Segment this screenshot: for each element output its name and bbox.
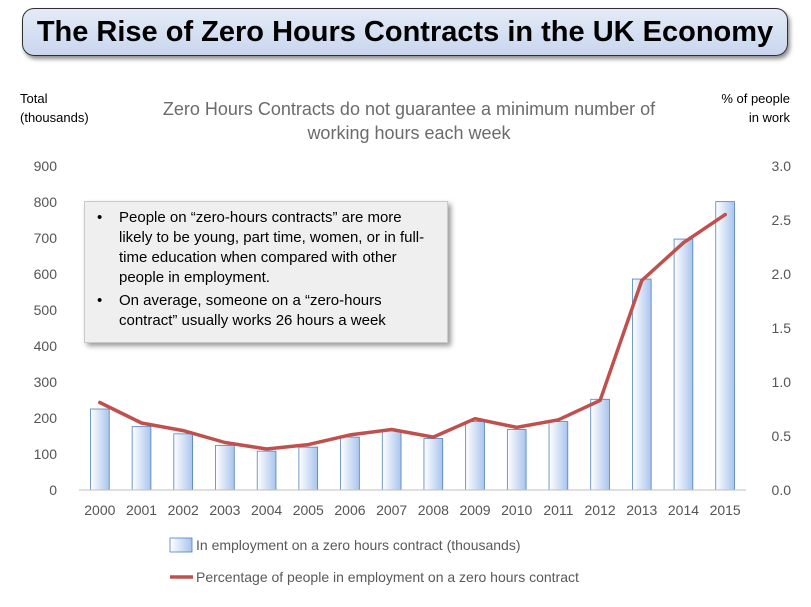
y-axis-right: 0.0 0.5 1.0 1.5 2.0 2.5 3.0 bbox=[772, 158, 792, 498]
y-left-tick-label: 500 bbox=[34, 302, 58, 318]
bar-2011 bbox=[548, 421, 569, 491]
x-tick-label: 2008 bbox=[418, 502, 449, 518]
bar-2013 bbox=[632, 278, 652, 491]
x-tick-label: 2006 bbox=[334, 502, 365, 518]
line-point-2000 bbox=[98, 400, 102, 405]
chart-subtitle-line: Zero Hours Contracts do not guarantee a … bbox=[163, 99, 656, 119]
bar-2004 bbox=[256, 450, 277, 491]
line-point-2012 bbox=[598, 398, 602, 402]
bar-2007 bbox=[381, 429, 402, 491]
bar-2005 bbox=[298, 446, 319, 491]
bar-2002 bbox=[173, 433, 193, 491]
y-left-tick-label: 600 bbox=[34, 266, 58, 282]
note-bullet-2: • On average, someone on a “zero-hours co… bbox=[93, 291, 439, 331]
chart-subtitle: Zero Hours Contracts do not guarantee a … bbox=[163, 99, 656, 143]
y-left-tick-label: 400 bbox=[34, 338, 58, 354]
y-left-tick-label: 700 bbox=[34, 230, 58, 246]
y-left-tick-label: 900 bbox=[34, 158, 58, 174]
x-tick-label: 2004 bbox=[251, 502, 282, 518]
legend: In employment on a zero hours contract (… bbox=[169, 537, 579, 585]
line-point-2011 bbox=[556, 418, 561, 422]
line-point-2008 bbox=[431, 435, 435, 439]
line-point-2007 bbox=[390, 427, 394, 432]
bar-2001 bbox=[131, 426, 152, 491]
line-point-2001 bbox=[139, 421, 144, 425]
y-left-tick-label: 300 bbox=[34, 374, 58, 390]
axis-captions: Total (thousands) % of people in work bbox=[20, 91, 790, 125]
note-text-2: On average, someone on a “zero-hours con… bbox=[119, 292, 386, 329]
banner-title: The Rise of Zero Hours Contracts in the … bbox=[22, 8, 788, 56]
y-right-tick-label: 0.0 bbox=[772, 482, 792, 498]
note-bullet-1: • People on “zero-hours contracts” are mo… bbox=[93, 208, 439, 288]
y-left-tick-label: 800 bbox=[34, 194, 58, 210]
x-tick-label: 2010 bbox=[501, 502, 532, 518]
bar-2006 bbox=[340, 436, 360, 491]
y-right-tick-label: 2.0 bbox=[772, 266, 792, 282]
y-left-tick-label: 0 bbox=[49, 482, 57, 498]
x-tick-label: 2002 bbox=[168, 502, 199, 518]
x-tick-label: 2005 bbox=[293, 502, 324, 518]
line-point-2014 bbox=[681, 241, 686, 245]
x-tick-label: 2007 bbox=[376, 502, 407, 518]
legend-line-label: Percentage of people in employment on a … bbox=[196, 569, 579, 585]
x-tick-label: 2014 bbox=[668, 502, 699, 518]
line-point-2002 bbox=[181, 429, 185, 433]
note-text-1: People on “zero-hours contracts” are mor… bbox=[119, 209, 425, 286]
chart-subtitle-line: working hours each week bbox=[306, 123, 511, 143]
y-left-tick-label: 200 bbox=[34, 410, 58, 426]
bar-series bbox=[90, 201, 735, 491]
bar-2008 bbox=[423, 438, 444, 491]
legend-bar-label: In employment on a zero hours contract (… bbox=[196, 537, 521, 553]
line-point-2005 bbox=[306, 443, 310, 447]
line-point-2006 bbox=[348, 433, 352, 437]
y-right-tick-label: 1.5 bbox=[772, 320, 792, 336]
bar-2014 bbox=[673, 238, 694, 491]
y-right-tick-label: 3.0 bbox=[772, 158, 792, 174]
x-tick-label: 2000 bbox=[84, 502, 115, 518]
x-tick-label: 2012 bbox=[585, 502, 616, 518]
x-tick-label: 2003 bbox=[209, 502, 240, 518]
bar-2003 bbox=[215, 444, 235, 491]
y-right-tick-label: 0.5 bbox=[772, 428, 792, 444]
y-left-caption-line: Total bbox=[20, 91, 48, 106]
x-tick-label: 2011 bbox=[543, 502, 573, 518]
x-tick-label: 2013 bbox=[626, 502, 657, 518]
line-point-2009 bbox=[473, 417, 477, 421]
x-axis-labels: 2000 2001 2002 2003 2004 2005 2006 2007 2008 2009… bbox=[84, 502, 741, 518]
y-left-caption-line: (thousands) bbox=[20, 110, 89, 125]
line-point-2015 bbox=[723, 213, 727, 217]
line-point-2013 bbox=[640, 278, 644, 283]
y-right-caption-line: % of people bbox=[721, 91, 790, 106]
y-axis-left: 0 100 200 300 400 500 600 700 800 900 bbox=[34, 158, 58, 498]
legend-bar-swatch bbox=[169, 537, 193, 553]
x-tick-label: 2001 bbox=[126, 502, 157, 518]
line-point-2003 bbox=[223, 440, 227, 445]
bullet-dot: • bbox=[97, 292, 103, 309]
bar-2015 bbox=[715, 201, 735, 491]
y-right-tick-label: 2.5 bbox=[772, 212, 792, 228]
y-right-tick-label: 1.0 bbox=[772, 374, 792, 390]
y-left-tick-label: 100 bbox=[34, 446, 58, 462]
info-note-box: • People on “zero-hours contracts” are mo… bbox=[84, 201, 448, 343]
line-series bbox=[98, 212, 727, 451]
bar-2000 bbox=[90, 408, 110, 491]
bar-2009 bbox=[465, 421, 485, 491]
x-tick-label: 2009 bbox=[459, 502, 490, 518]
bar-2010 bbox=[506, 429, 527, 491]
x-tick-label: 2015 bbox=[710, 502, 741, 518]
percentage-line bbox=[98, 212, 727, 451]
line-point-2004 bbox=[264, 447, 269, 451]
y-right-caption-line: in work bbox=[749, 110, 791, 125]
bar-2012 bbox=[590, 398, 610, 491]
bullet-dot: • bbox=[97, 209, 103, 226]
line-point-2010 bbox=[515, 425, 519, 429]
